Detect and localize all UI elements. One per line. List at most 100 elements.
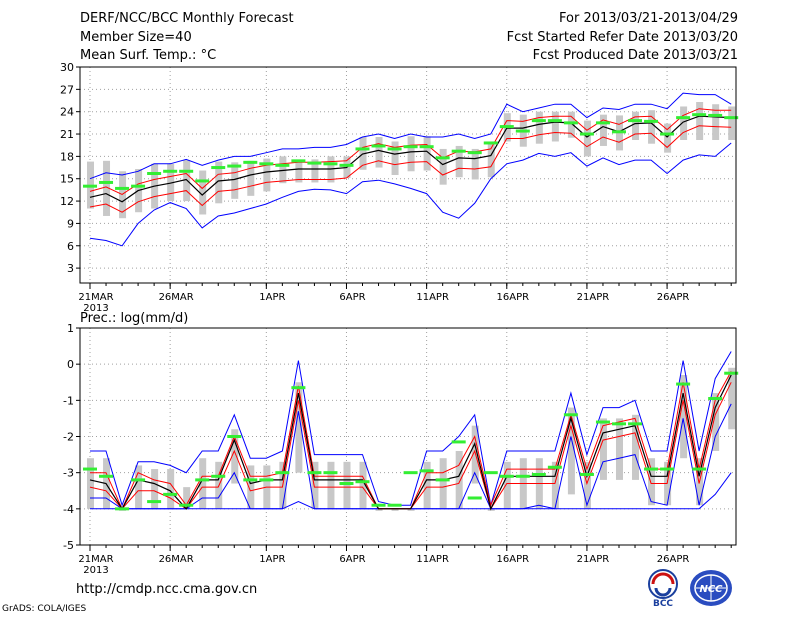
spread-box [167, 163, 175, 202]
spread-box [680, 375, 688, 459]
spread-box [295, 382, 303, 473]
spread-box [375, 508, 383, 511]
precip-panel-title: Prec.: log(mm/d) [80, 311, 188, 326]
spread-box [615, 418, 623, 480]
y-tick-label: -3 [63, 467, 74, 480]
spread-box [199, 170, 207, 215]
x-tick-label: 21MAR [78, 554, 113, 565]
y-tick-label: -2 [63, 431, 74, 444]
spread-box [583, 120, 591, 157]
spread-box [648, 110, 656, 144]
y-tick-label: -4 [63, 503, 74, 516]
y-tick-label: 1 [67, 322, 74, 335]
chart-title: DERF/NCC/BCC Monthly Forecast [80, 11, 294, 26]
bcc-logo-text: BCC [653, 599, 673, 608]
spread-box [696, 102, 704, 140]
x-tick-label: 21APR [577, 554, 610, 565]
spread-box [311, 461, 319, 509]
x-tick-label: 11APR [416, 292, 449, 303]
x-tick-label: 11APR [416, 554, 449, 565]
y-tick-label: -5 [63, 539, 74, 552]
spread-box [103, 160, 111, 216]
x-tick-label: 1APR [259, 292, 285, 303]
spread-box [199, 458, 207, 509]
series-max-line [89, 92, 732, 180]
x-tick-label: 6APR [339, 554, 365, 565]
spread-box [87, 458, 94, 509]
y-tick-label: 0 [67, 358, 74, 371]
spread-box [167, 469, 175, 509]
spread-box [535, 111, 543, 144]
spread-box [455, 145, 463, 178]
member-size: Member Size=40 [80, 30, 192, 45]
spread-box [567, 111, 575, 138]
source-url[interactable]: http://cmdp.ncc.cma.gov.cn [76, 582, 258, 597]
spread-box [263, 158, 271, 192]
spread-box [423, 461, 431, 509]
spread-box [231, 429, 239, 484]
forecast-produced-date: Fcst Produced Date 2013/03/21 [532, 48, 738, 63]
ncc-logo: NCC [690, 570, 732, 606]
spread-box [231, 162, 239, 199]
series-min-line [89, 142, 732, 247]
spread-box [712, 104, 720, 140]
y-tick-label: 21 [60, 128, 74, 141]
spread-box [327, 461, 335, 509]
x-tick-label: 6APR [339, 292, 365, 303]
y-tick-label: 3 [67, 262, 74, 275]
spread-box [551, 461, 559, 509]
y-tick-label: 30 [60, 61, 74, 74]
y-tick-label: -1 [63, 394, 74, 407]
y-tick-label: 15 [60, 173, 74, 186]
spread-box [247, 465, 255, 509]
spread-box [455, 450, 463, 509]
spread-box [583, 461, 591, 509]
variable-label: Mean Surf. Temp.: °C [80, 48, 217, 63]
spread-box [439, 148, 447, 185]
y-tick-label: 9 [67, 217, 74, 230]
spread-box [151, 469, 159, 509]
y-tick-label: 12 [60, 195, 74, 208]
bcc-logo: BCC [648, 569, 678, 608]
spread-box [215, 161, 223, 204]
spread-box [599, 418, 607, 480]
spread-box [359, 461, 367, 509]
spread-box [487, 141, 495, 178]
x-tick-label: 21MAR [78, 292, 113, 303]
spread-box [503, 461, 511, 509]
spread-box [183, 487, 191, 509]
spread-box [279, 156, 287, 184]
series-mean-line [89, 115, 732, 203]
spread-box [551, 111, 559, 142]
spread-box [407, 136, 415, 172]
spread-box [311, 159, 319, 183]
grads-credit: GrADS: COLA/IGES [2, 604, 87, 614]
series-mean-line [89, 374, 732, 511]
spread-box [599, 114, 607, 146]
series-max-line [90, 351, 732, 507]
spread-box [407, 508, 415, 511]
spread-box [632, 111, 640, 140]
x-year-label: 2013 [83, 565, 108, 576]
x-tick-label: 26APR [657, 554, 690, 565]
spread-box [680, 106, 688, 140]
x-tick-label: 16APR [497, 554, 530, 565]
spread-box [728, 106, 736, 140]
spread-box [119, 171, 127, 219]
y-tick-label: 18 [60, 150, 74, 163]
spread-box [567, 407, 575, 495]
x-tick-label: 26APR [657, 292, 690, 303]
spread-box [632, 414, 640, 480]
spread-box [391, 508, 399, 511]
x-year-label: 2013 [83, 303, 108, 314]
ncc-logo-text: NCC [699, 584, 723, 595]
spread-box [135, 465, 143, 509]
x-tick-label: 26MAR [159, 554, 194, 565]
x-tick-label: 26MAR [159, 292, 194, 303]
forecast-period: For 2013/03/21-2013/04/29 [559, 11, 738, 26]
series-lower-line [89, 125, 732, 213]
spread-box [487, 508, 495, 511]
spread-box [423, 136, 431, 171]
x-tick-label: 1APR [259, 554, 285, 565]
